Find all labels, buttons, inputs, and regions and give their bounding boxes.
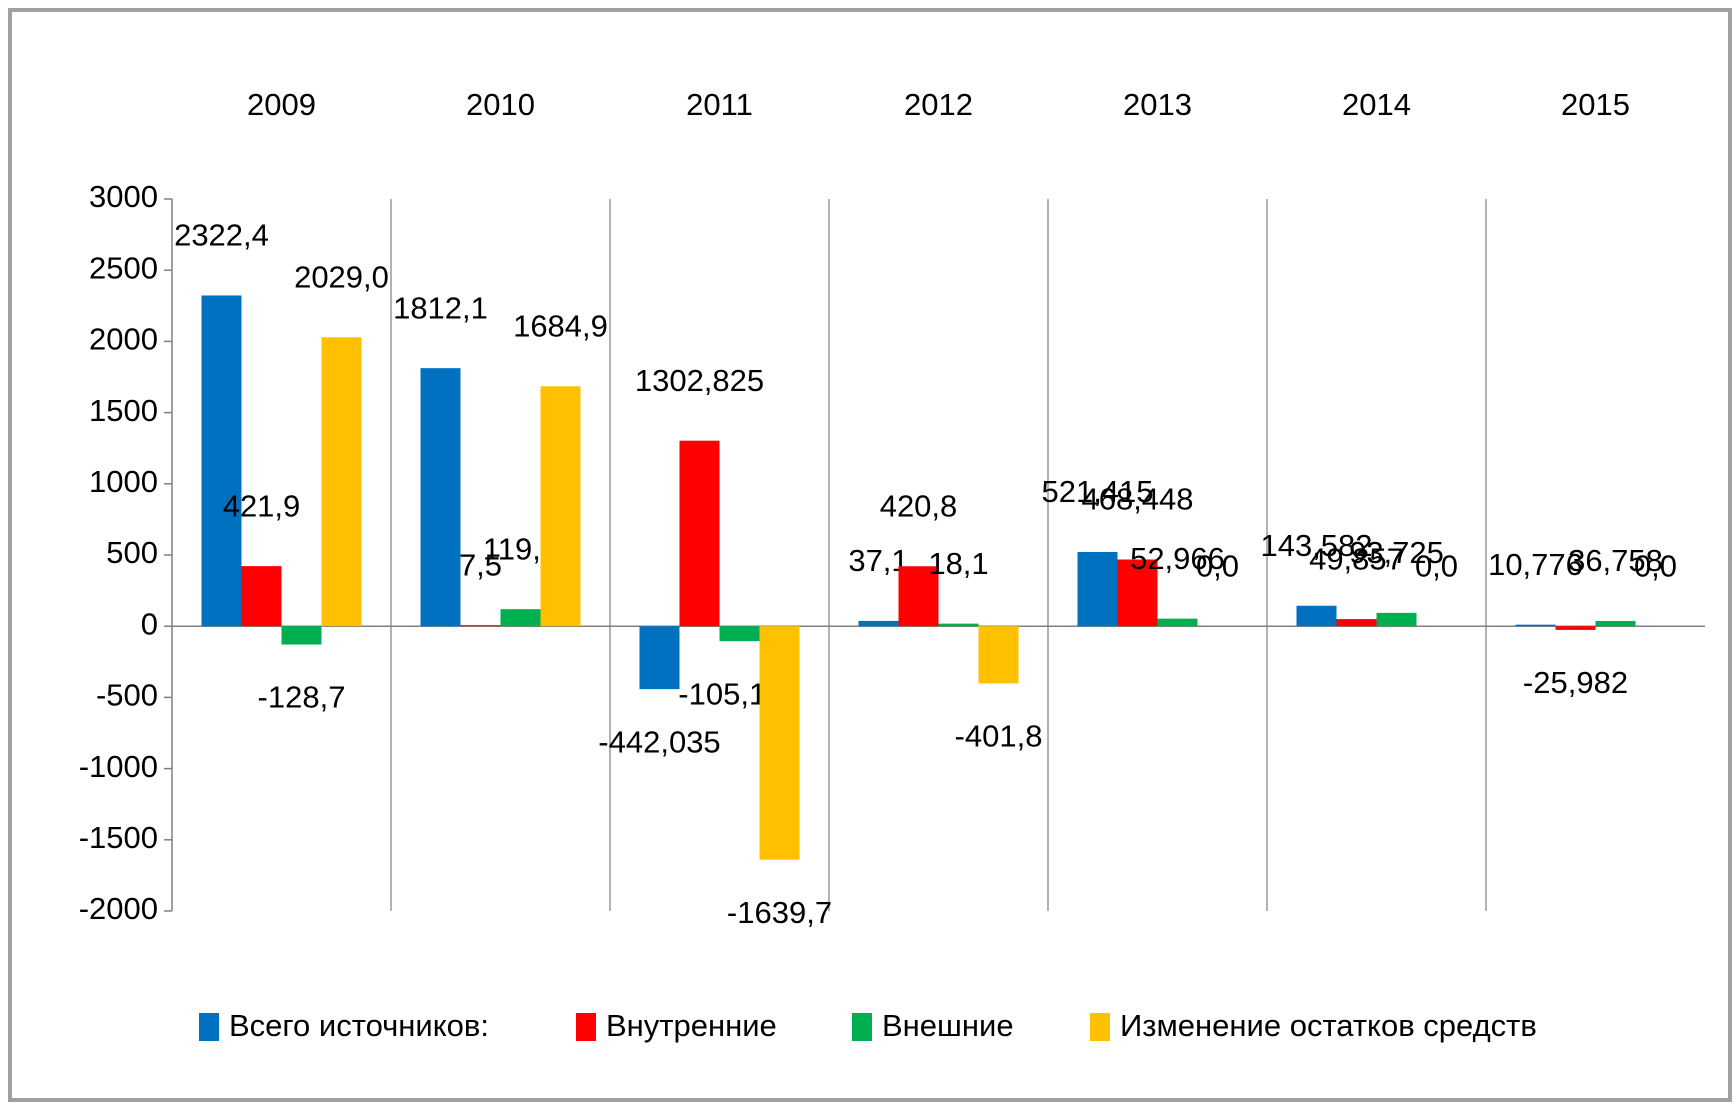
y-tick-label: 2000 bbox=[89, 322, 158, 357]
bar bbox=[1555, 626, 1596, 630]
bar bbox=[639, 626, 680, 690]
y-tick-label: -2000 bbox=[79, 891, 158, 926]
bar bbox=[241, 566, 282, 627]
legend-swatch bbox=[852, 1013, 872, 1041]
bar bbox=[321, 337, 362, 627]
y-tick-label: -1500 bbox=[79, 820, 158, 855]
bar bbox=[759, 626, 800, 860]
data-label: 93,725 bbox=[1349, 535, 1444, 570]
data-label: 2322,4 bbox=[174, 218, 269, 253]
y-tick-label: 1000 bbox=[89, 464, 158, 499]
x-tick-label: 2015 bbox=[1561, 87, 1630, 122]
data-label: 421,9 bbox=[223, 488, 301, 523]
x-tick-label: 2013 bbox=[1123, 87, 1192, 122]
legend-label: Внутренние bbox=[606, 1008, 777, 1043]
bar bbox=[898, 566, 939, 627]
y-tick-label: 1500 bbox=[89, 393, 158, 428]
legend-swatch bbox=[576, 1013, 596, 1041]
bar bbox=[420, 368, 461, 627]
legend-swatch bbox=[199, 1013, 219, 1041]
y-tick-label: 2500 bbox=[89, 250, 158, 285]
bar bbox=[281, 626, 322, 645]
bar bbox=[719, 626, 760, 642]
x-tick-label: 2009 bbox=[247, 87, 316, 122]
data-label: -442,035 bbox=[598, 724, 720, 759]
y-tick-label: 3000 bbox=[89, 179, 158, 214]
data-label: 7,5 bbox=[459, 547, 502, 582]
data-label: 420,8 bbox=[880, 488, 958, 523]
bar bbox=[679, 440, 720, 627]
data-label: 143,582 bbox=[1260, 528, 1372, 563]
x-tick-label: 2012 bbox=[904, 87, 973, 122]
y-tick-label: 500 bbox=[106, 535, 158, 570]
data-label: 18,1 bbox=[928, 546, 988, 581]
bar bbox=[1515, 624, 1556, 627]
legend-label: Внешние bbox=[882, 1008, 1014, 1043]
data-label: 0,0 bbox=[1415, 548, 1458, 583]
data-label: 1302,825 bbox=[635, 363, 764, 398]
data-label: -25,982 bbox=[1523, 665, 1628, 700]
data-label: -1639,7 bbox=[727, 895, 832, 930]
data-label: 468,448 bbox=[1081, 482, 1193, 517]
bar bbox=[1336, 619, 1377, 627]
x-tick-label: 2010 bbox=[466, 87, 535, 122]
legend-swatch bbox=[1090, 1013, 1110, 1041]
data-label: -128,7 bbox=[258, 680, 346, 715]
x-tick-label: 2011 bbox=[686, 87, 753, 122]
data-label: 10,776 bbox=[1488, 547, 1583, 582]
bar bbox=[1376, 612, 1417, 627]
bar bbox=[460, 625, 501, 627]
data-label: 0,0 bbox=[1196, 548, 1239, 583]
legend-label: Всего источников: bbox=[229, 1008, 489, 1043]
data-label: 521,415 bbox=[1041, 474, 1153, 509]
bar bbox=[540, 386, 581, 627]
bar bbox=[500, 609, 541, 627]
bar bbox=[978, 626, 1019, 684]
data-label: 0,0 bbox=[1634, 548, 1677, 583]
bar bbox=[1077, 551, 1118, 627]
legend-label: Изменение остатков средств bbox=[1120, 1008, 1537, 1043]
bar bbox=[1595, 620, 1636, 627]
x-tick-label: 2014 bbox=[1342, 87, 1411, 122]
data-label: 1812,1 bbox=[393, 290, 488, 325]
y-tick-label: -1000 bbox=[79, 749, 158, 784]
bar bbox=[201, 295, 242, 627]
data-label: 36,758 bbox=[1568, 543, 1663, 578]
data-label: 1684,9 bbox=[513, 308, 608, 343]
y-tick-label: -500 bbox=[96, 678, 158, 713]
bar bbox=[1117, 559, 1158, 627]
bar bbox=[858, 620, 899, 627]
bar bbox=[1296, 605, 1337, 627]
y-tick-label: 0 bbox=[141, 606, 158, 641]
data-label: -401,8 bbox=[955, 719, 1043, 754]
data-label: 52,966 bbox=[1130, 541, 1225, 576]
data-label: 2029,0 bbox=[294, 259, 389, 294]
bar bbox=[1157, 618, 1198, 627]
chart-frame bbox=[8, 8, 1732, 1102]
bar bbox=[938, 623, 979, 627]
data-label: 49,857 bbox=[1309, 541, 1404, 576]
